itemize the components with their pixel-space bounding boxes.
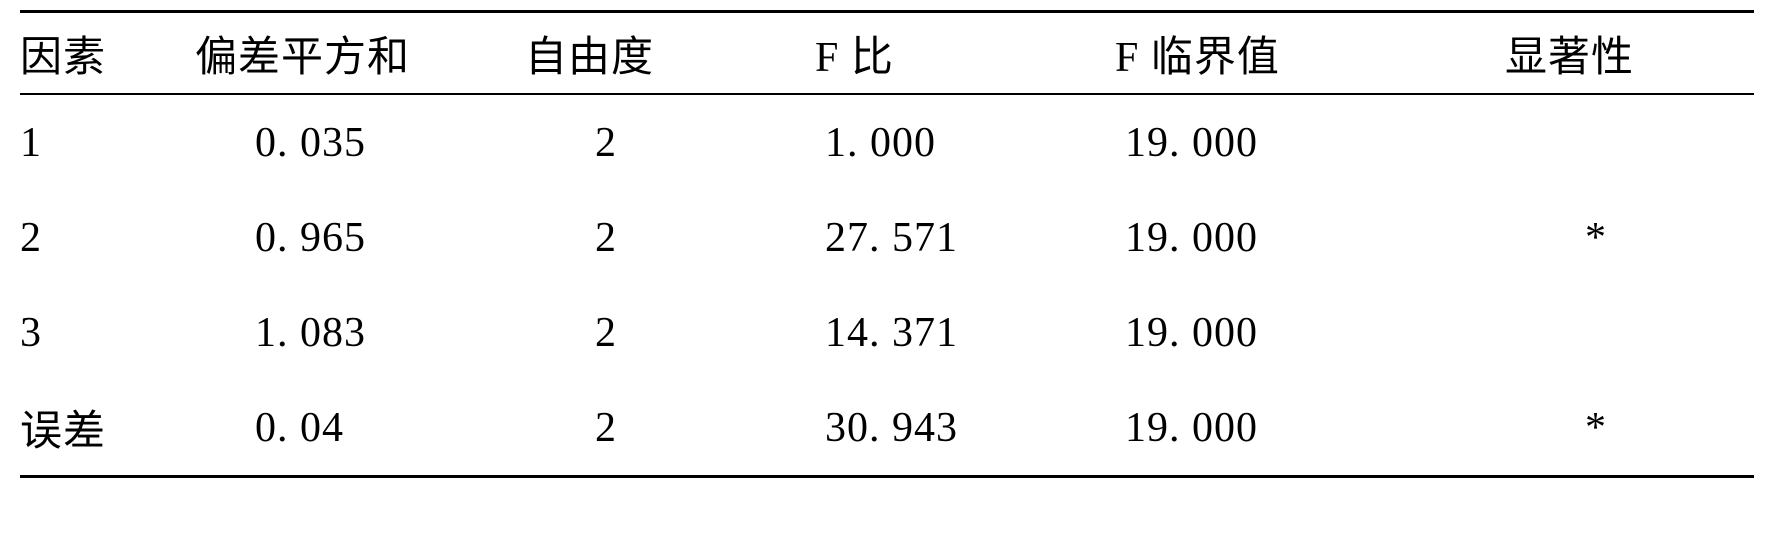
cell-df: 2 <box>525 94 815 190</box>
col-header-significance: 显著性 <box>1445 12 1754 95</box>
cell-factor: 2 <box>20 190 195 285</box>
cell-sig <box>1445 285 1754 380</box>
cell-factor: 3 <box>20 285 195 380</box>
cell-f-ratio: 27. 571 <box>815 190 1115 285</box>
cell-ss: 1. 083 <box>195 285 525 380</box>
cell-sig: * <box>1445 190 1754 285</box>
cell-df: 2 <box>525 380 815 477</box>
table-row: 误差 0. 04 2 30. 943 19. 000 * <box>20 380 1754 477</box>
col-header-ss: 偏差平方和 <box>195 12 525 95</box>
anova-table-page: 因素 偏差平方和 自由度 F 比 F 临界值 显著性 1 0. 035 2 1.… <box>0 0 1774 533</box>
cell-f-ratio: 14. 371 <box>815 285 1115 380</box>
cell-sig <box>1445 94 1754 190</box>
cell-ss: 0. 965 <box>195 190 525 285</box>
cell-f-ratio: 1. 000 <box>815 94 1115 190</box>
cell-f-ratio: 30. 943 <box>815 380 1115 477</box>
col-header-factor: 因素 <box>20 12 195 95</box>
cell-factor: 误差 <box>20 380 195 477</box>
col-header-f-critical: F 临界值 <box>1115 12 1445 95</box>
table-row: 1 0. 035 2 1. 000 19. 000 <box>20 94 1754 190</box>
cell-sig: * <box>1445 380 1754 477</box>
cell-df: 2 <box>525 190 815 285</box>
table-row: 3 1. 083 2 14. 371 19. 000 <box>20 285 1754 380</box>
cell-f-crit: 19. 000 <box>1115 94 1445 190</box>
col-header-f-ratio: F 比 <box>815 12 1115 95</box>
cell-factor: 1 <box>20 94 195 190</box>
cell-f-crit: 19. 000 <box>1115 285 1445 380</box>
col-header-df: 自由度 <box>525 12 815 95</box>
table-header-row: 因素 偏差平方和 自由度 F 比 F 临界值 显著性 <box>20 12 1754 95</box>
cell-f-crit: 19. 000 <box>1115 380 1445 477</box>
cell-ss: 0. 04 <box>195 380 525 477</box>
cell-ss: 0. 035 <box>195 94 525 190</box>
cell-f-crit: 19. 000 <box>1115 190 1445 285</box>
anova-table: 因素 偏差平方和 自由度 F 比 F 临界值 显著性 1 0. 035 2 1.… <box>20 10 1754 478</box>
cell-df: 2 <box>525 285 815 380</box>
table-row: 2 0. 965 2 27. 571 19. 000 * <box>20 190 1754 285</box>
